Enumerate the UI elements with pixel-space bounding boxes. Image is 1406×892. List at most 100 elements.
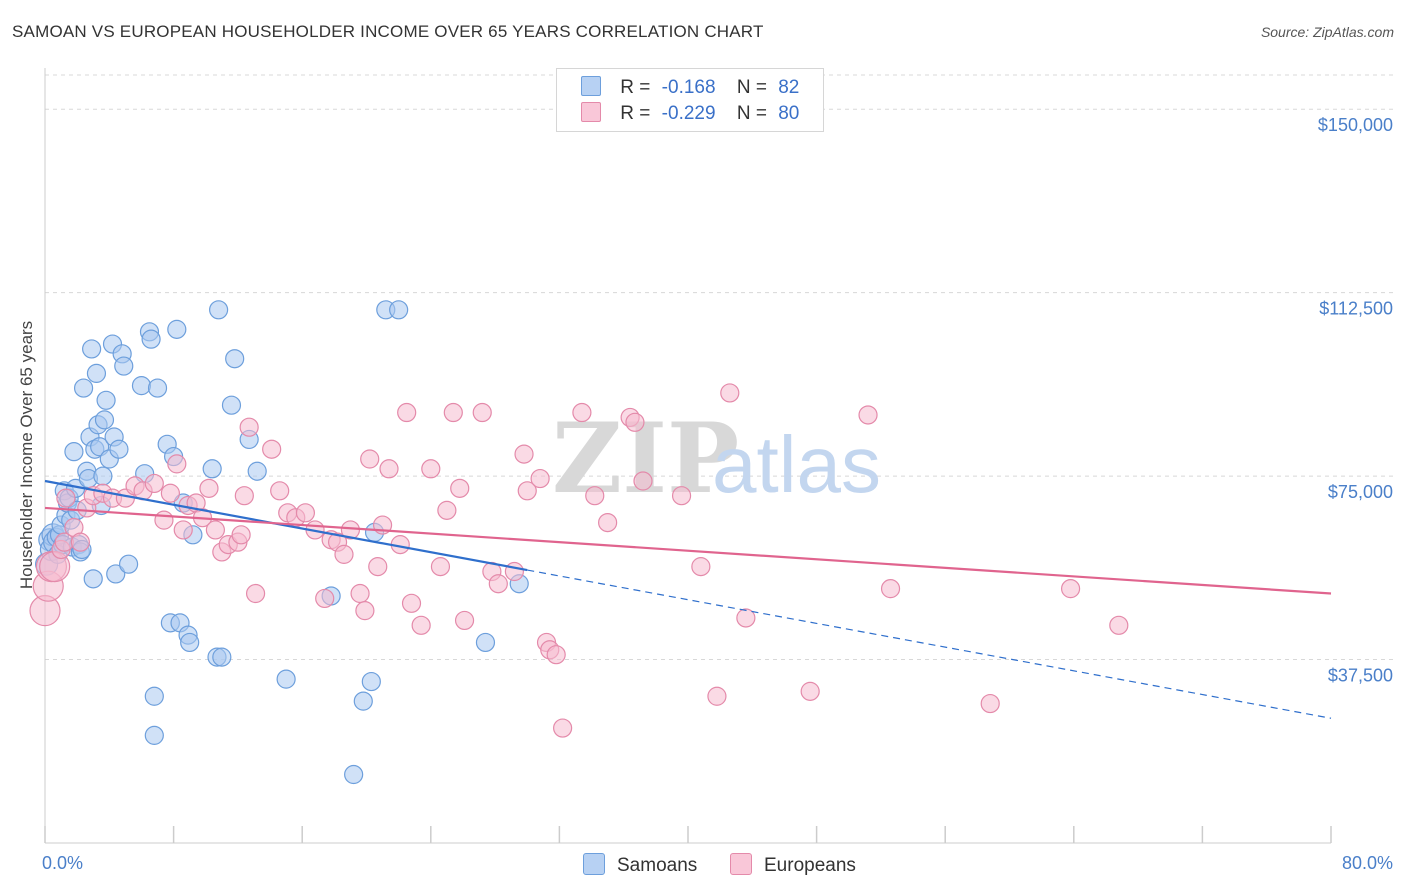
samoan-point — [94, 410, 115, 430]
european-point — [355, 601, 375, 621]
european-point — [671, 486, 692, 506]
bottom-legend-europeans[interactable]: Europeans — [730, 853, 856, 877]
axis-labels: Householder Income Over 65 years — [17, 321, 36, 589]
bottom-legend-samoans[interactable]: Samoans — [583, 853, 697, 877]
samoan-point — [225, 349, 245, 369]
y-axis-label: Householder Income Over 65 years — [17, 321, 36, 589]
european-point — [720, 383, 740, 403]
samoan-point — [209, 300, 229, 320]
european-point — [736, 608, 756, 628]
european-point — [800, 681, 820, 701]
european-point — [239, 417, 259, 437]
european-point — [691, 557, 711, 577]
bottom-legend-swatch-samoans — [583, 853, 605, 875]
european-point — [707, 686, 727, 706]
samoan-point — [109, 439, 129, 459]
european-point — [205, 520, 225, 540]
european-point — [437, 500, 457, 520]
european-point — [401, 593, 422, 613]
european-point — [295, 503, 316, 523]
european-point — [368, 557, 388, 577]
european-point — [530, 468, 550, 489]
samoan-point — [247, 461, 267, 481]
watermark-atlas: atlas — [712, 420, 881, 509]
x-tick-label: 80.0% — [1342, 853, 1393, 873]
european-point — [154, 510, 174, 530]
samoan-point — [221, 395, 242, 415]
european-point — [1060, 579, 1081, 599]
european-point — [360, 449, 380, 469]
european-point — [199, 478, 219, 498]
european-point — [858, 405, 878, 425]
samoan-point — [147, 378, 168, 398]
samoan-regression-extension — [527, 569, 1332, 719]
european-point — [880, 579, 901, 599]
european-point — [488, 574, 508, 594]
bottom-legend-label-europeans: Europeans — [764, 855, 856, 876]
samoan-point — [475, 632, 496, 653]
european-point — [598, 512, 618, 533]
chart-title: SAMOAN VS EUROPEAN HOUSEHOLDER INCOME OV… — [12, 22, 764, 41]
samoan-point — [212, 647, 232, 667]
axes: $37,500 $75,000 $112,500 $150,000 0.0% 80.0% — [42, 68, 1393, 873]
x-tick-label: 0.0% — [42, 853, 83, 873]
y-tick-label: $37,500 — [1328, 666, 1393, 686]
samoan-point — [202, 459, 222, 479]
samoan-point — [118, 554, 139, 574]
samoan-point — [106, 564, 126, 584]
samoan-point — [361, 671, 381, 692]
european-point — [980, 693, 1000, 714]
samoan-point — [64, 442, 84, 462]
european-point — [167, 454, 187, 474]
european-point — [56, 488, 76, 508]
y-tick-label: $75,000 — [1328, 482, 1393, 502]
european-point — [160, 483, 180, 503]
european-point — [625, 412, 645, 432]
legend-r-value: -0.168 — [661, 77, 716, 98]
samoan-point — [389, 300, 409, 320]
european-point — [517, 481, 537, 501]
european-point — [1109, 615, 1129, 635]
samoan-point — [86, 363, 107, 383]
samoan-point — [144, 686, 164, 706]
european-point — [585, 486, 605, 506]
european-point — [334, 544, 354, 564]
samoan-point — [93, 466, 113, 486]
european-point — [454, 610, 475, 631]
legend-n-value: 80 — [778, 103, 800, 124]
european-point — [411, 615, 431, 635]
legend-r-label: R = — [620, 77, 651, 98]
samoan-point — [353, 691, 373, 711]
european-point — [262, 439, 282, 459]
european-point — [231, 525, 251, 545]
european-point — [234, 486, 254, 506]
legend-row-europeans: R = -0.229 N = 80 — [581, 102, 799, 124]
samoan-point — [82, 339, 102, 359]
y-tick-label: $150,000 — [1318, 115, 1393, 135]
european-point — [546, 645, 566, 665]
samoan-point — [167, 319, 187, 339]
bottom-legend-label-samoans: Samoans — [617, 855, 698, 876]
european-point — [245, 583, 266, 604]
chart-source: Source: ZipAtlas.com — [1260, 24, 1394, 40]
grid-lines — [45, 74, 1393, 661]
regression-lines — [44, 479, 1332, 719]
european-point — [379, 459, 399, 479]
european-point — [572, 402, 592, 423]
y-tick-label: $112,500 — [1319, 299, 1393, 319]
european-point — [315, 588, 335, 609]
european-point — [397, 402, 417, 423]
samoan-regression-line — [44, 479, 528, 572]
legend-row-samoans: R = -0.168 N = 82 — [581, 76, 799, 98]
legend-n-label: N = — [736, 103, 767, 124]
legend-swatch-europeans — [581, 102, 601, 122]
legend-r-value: -0.229 — [661, 103, 716, 124]
samoan-point — [344, 764, 364, 785]
european-point — [553, 718, 573, 738]
european-point — [421, 459, 441, 479]
samoan-point — [96, 390, 116, 410]
european-regression-line — [44, 506, 1332, 595]
samoan-point — [73, 378, 94, 398]
samoan-point — [276, 669, 296, 689]
